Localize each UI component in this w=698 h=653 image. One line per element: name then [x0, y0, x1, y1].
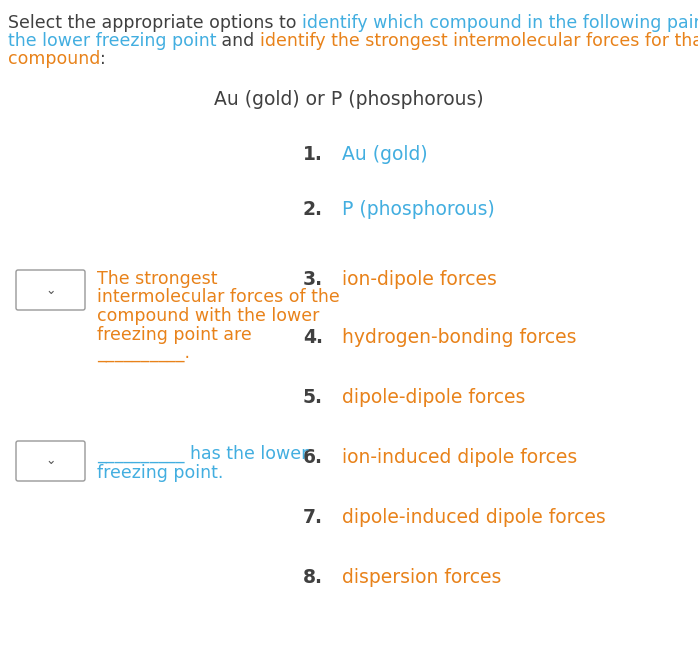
Text: 4.: 4. — [303, 328, 323, 347]
Text: hydrogen-bonding forces: hydrogen-bonding forces — [342, 328, 577, 347]
Text: dispersion forces: dispersion forces — [342, 568, 501, 587]
Text: 7.: 7. — [303, 508, 323, 527]
Text: 3.: 3. — [303, 270, 323, 289]
Text: P (phosphorous): P (phosphorous) — [342, 200, 495, 219]
Text: freezing point.: freezing point. — [97, 464, 223, 482]
Text: identify the strongest intermolecular forces for that: identify the strongest intermolecular fo… — [260, 32, 698, 50]
Text: :: : — [101, 50, 106, 68]
Text: 6.: 6. — [303, 448, 323, 467]
Text: dipole-dipole forces: dipole-dipole forces — [342, 388, 526, 407]
Text: Au (gold): Au (gold) — [342, 145, 428, 164]
Text: 8.: 8. — [303, 568, 323, 587]
Text: ion-induced dipole forces: ion-induced dipole forces — [342, 448, 577, 467]
Text: ion-dipole forces: ion-dipole forces — [342, 270, 497, 289]
Text: the lower freezing point: the lower freezing point — [8, 32, 216, 50]
Text: Au (gold) or P (phosphorous): Au (gold) or P (phosphorous) — [214, 90, 484, 109]
Text: __________ has the lower: __________ has the lower — [97, 445, 309, 463]
Text: identify which compound in the following pair has: identify which compound in the following… — [302, 14, 698, 32]
Text: ⌄: ⌄ — [45, 283, 56, 296]
Text: The strongest: The strongest — [97, 270, 218, 288]
Text: ⌄: ⌄ — [45, 454, 56, 468]
FancyBboxPatch shape — [16, 441, 85, 481]
FancyBboxPatch shape — [16, 270, 85, 310]
Text: 1.: 1. — [303, 145, 323, 164]
Text: compound with the lower: compound with the lower — [97, 307, 320, 325]
Text: 5.: 5. — [303, 388, 323, 407]
Text: __________.: __________. — [97, 344, 190, 362]
Text: 2.: 2. — [303, 200, 323, 219]
Text: freezing point are: freezing point are — [97, 325, 252, 343]
Text: dipole-induced dipole forces: dipole-induced dipole forces — [342, 508, 606, 527]
Text: and: and — [216, 32, 260, 50]
Text: intermolecular forces of the: intermolecular forces of the — [97, 289, 340, 306]
Text: Select the appropriate options to: Select the appropriate options to — [8, 14, 302, 32]
Text: compound: compound — [8, 50, 101, 68]
